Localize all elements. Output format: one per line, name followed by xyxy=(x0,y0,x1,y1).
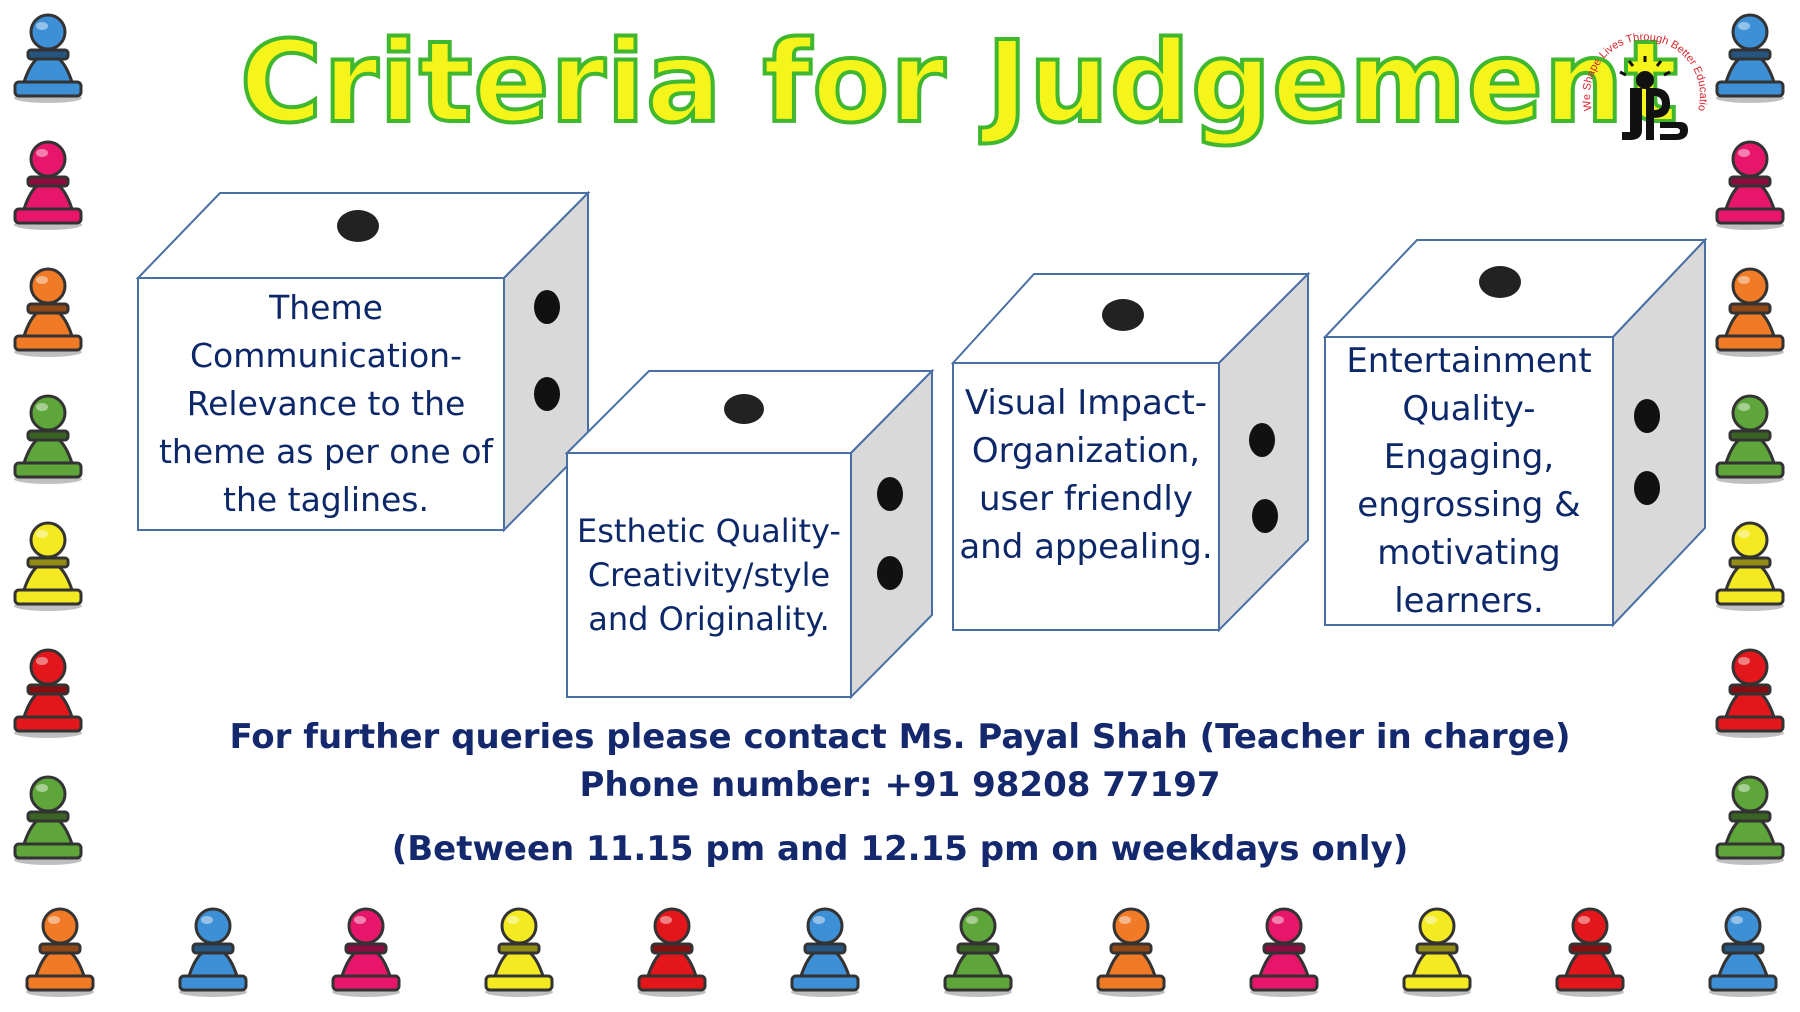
pawn-icon xyxy=(1246,902,1322,998)
pawn-icon xyxy=(10,135,86,231)
pawn-icon xyxy=(1093,902,1169,998)
pawn-icon xyxy=(1712,262,1788,358)
pawn-icon xyxy=(175,902,251,998)
hours-line: (Between 11.15 pm and 12.15 pm on weekda… xyxy=(391,829,1409,869)
pawn-icon xyxy=(481,902,557,998)
page-title: Criteria for Judgement xyxy=(238,16,1680,150)
pawn-icon xyxy=(10,389,86,485)
pawn-icon xyxy=(1712,389,1788,485)
pawn-icon xyxy=(10,262,86,358)
school-logo: We Shape Lives Through Better Education xyxy=(1567,9,1720,148)
criteria-3-text: Visual Impact-Organization, user friendl… xyxy=(959,383,1213,567)
criteria-4-text: Entertainment Quality-Engaging, engrossi… xyxy=(1346,341,1592,621)
pawn-icon xyxy=(22,902,98,998)
pawn-icon xyxy=(10,516,86,612)
pawn-icon xyxy=(10,8,86,104)
pawn-icon xyxy=(1705,902,1781,998)
pawn-icon xyxy=(1712,770,1788,866)
pawn-icon xyxy=(10,643,86,739)
pawn-icon xyxy=(328,902,404,998)
pawn-icon xyxy=(1712,643,1788,739)
phone-line: Phone number: +91 98208 77197 xyxy=(579,765,1221,805)
logo-sun-icon xyxy=(1619,56,1671,89)
criteria-2-text: Esthetic Quality-Creativity/style and Or… xyxy=(577,512,841,638)
pawn-icon xyxy=(1712,516,1788,612)
pawn-icon xyxy=(940,902,1016,998)
pawn-icon xyxy=(787,902,863,998)
criteria-1-text: Theme Communication-Relevance to the the… xyxy=(158,288,493,519)
pawn-icon xyxy=(1552,902,1628,998)
pawn-icon xyxy=(1712,135,1788,231)
pawn-icon xyxy=(1399,902,1475,998)
logo-monogram-icon xyxy=(1622,88,1688,140)
pawn-icon xyxy=(10,770,86,866)
pawn-icon xyxy=(634,902,710,998)
contact-line: For further queries please contact Ms. P… xyxy=(229,717,1571,757)
pawn-icon xyxy=(1712,8,1788,104)
